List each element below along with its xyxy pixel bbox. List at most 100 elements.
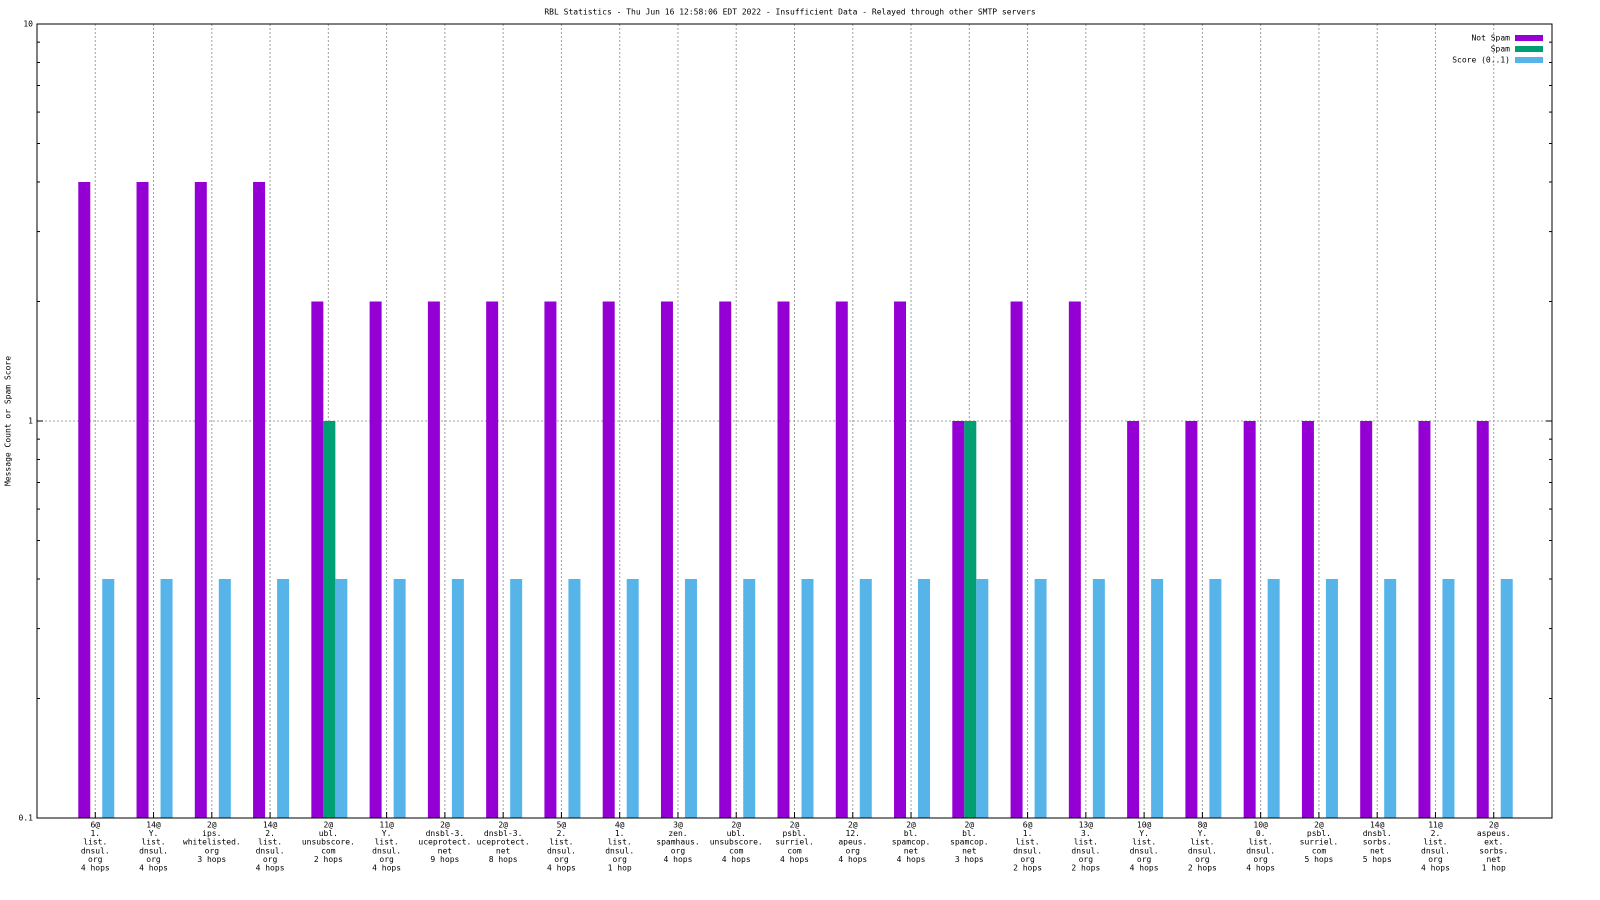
x-tick-label: 13@	[1079, 821, 1094, 830]
x-tick-label: 4 hops	[664, 855, 693, 864]
bar	[602, 301, 615, 818]
x-tick-label: sorbs.	[1363, 838, 1392, 847]
x-tick-label: surriel.	[775, 838, 814, 847]
x-tick-label: 4 hops	[256, 864, 285, 873]
x-tick-label: 2 hops	[1188, 864, 1217, 873]
x-tick-label: 4@	[615, 821, 625, 830]
bar	[323, 421, 336, 818]
bar	[1476, 421, 1489, 818]
y-tick-label: 1	[28, 417, 33, 426]
bar	[1127, 421, 1140, 818]
x-tick-label: uceprotect.	[418, 838, 471, 847]
x-tick-label: psbl.	[782, 829, 806, 838]
x-tick-label: unsubscore.	[302, 838, 355, 847]
x-tick-label: bl.	[904, 829, 918, 838]
bar	[1185, 421, 1198, 818]
x-tick-label: net	[1370, 846, 1385, 855]
x-tick-label: 4 hops	[1421, 864, 1450, 873]
x-tick-label: 1 hop	[608, 864, 632, 873]
x-tick-label: list.	[141, 838, 165, 847]
x-tick-label: list.	[1423, 838, 1447, 847]
x-tick-label: 2 hops	[1071, 864, 1100, 873]
x-tick-label: net	[962, 846, 977, 855]
x-tick-label: list.	[1249, 838, 1273, 847]
x-tick-label: whitelisted.	[183, 838, 241, 847]
y-tick-label: 10	[23, 20, 33, 29]
x-tick-label: Y.	[1139, 829, 1149, 838]
x-tick-label: dnsul.	[1013, 846, 1042, 855]
x-tick-label: dnsbl-3.	[484, 829, 523, 838]
x-tick-label: 3@	[673, 821, 683, 830]
bar	[1092, 578, 1105, 818]
x-tick-label: list.	[375, 838, 399, 847]
x-tick-label: 1.	[90, 829, 100, 838]
x-tick-label: dnsbl-3.	[426, 829, 465, 838]
bar	[684, 578, 697, 818]
x-tick-label: 3.	[1081, 829, 1091, 838]
x-tick-label: ubl.	[727, 829, 746, 838]
x-tick-label: 1 hop	[1482, 864, 1506, 873]
x-tick-label: 2@	[790, 821, 800, 830]
x-tick-label: 6@	[1023, 821, 1033, 830]
x-tick-label: dnsul.	[605, 846, 634, 855]
x-tick-label: org	[1079, 855, 1094, 864]
x-tick-label: 8 hops	[489, 855, 518, 864]
bar	[544, 301, 557, 818]
chart-title: RBL Statistics - Thu Jun 16 12:58:06 EDT…	[544, 8, 1035, 17]
x-tick-label: uceprotect.	[477, 838, 530, 847]
bar	[1209, 578, 1222, 818]
x-tick-label: list.	[1016, 838, 1040, 847]
y-axis-label: Message Count or Spam Score	[4, 356, 13, 486]
x-tick-label: 4 hops	[1246, 864, 1275, 873]
bar	[427, 301, 440, 818]
bar	[801, 578, 814, 818]
x-tick-label: spamhaus.	[656, 838, 699, 847]
x-tick-label: com	[729, 846, 744, 855]
x-tick-label: net	[438, 846, 453, 855]
x-tick-label: dnsul.	[547, 846, 576, 855]
x-tick-label: ubl.	[319, 829, 338, 838]
x-tick-label: dnsul.	[81, 846, 110, 855]
x-tick-label: 2@	[207, 821, 217, 830]
x-tick-label: org	[671, 846, 686, 855]
bar	[859, 578, 872, 818]
x-tick-label: org	[379, 855, 394, 864]
x-tick-label: apeus.	[838, 838, 867, 847]
x-tick-label: org	[1137, 855, 1152, 864]
x-tick-label: 4 hops	[897, 855, 926, 864]
x-tick-label: Y.	[149, 829, 159, 838]
x-tick-label: 2.	[265, 829, 275, 838]
legend-label: Not Spam	[1471, 34, 1510, 43]
x-tick-label: ext.	[1484, 838, 1503, 847]
bar	[835, 301, 848, 818]
bar	[660, 301, 673, 818]
x-tick-label: dnsul.	[1130, 846, 1159, 855]
x-tick-label: list.	[1074, 838, 1098, 847]
x-tick-label: 1.	[615, 829, 625, 838]
bar	[1418, 421, 1431, 818]
bar	[568, 578, 581, 818]
bar	[1325, 578, 1338, 818]
x-tick-label: org	[1195, 855, 1210, 864]
x-tick-label: com	[321, 846, 336, 855]
legend-label: Spam	[1491, 45, 1510, 54]
bar	[277, 578, 290, 818]
bar	[952, 421, 965, 818]
x-tick-label: net	[1487, 855, 1502, 864]
bar	[1151, 578, 1164, 818]
x-tick-label: 2 hops	[314, 855, 343, 864]
bar	[777, 301, 790, 818]
x-tick-label: 4 hops	[722, 855, 751, 864]
x-tick-label: dnsul.	[1071, 846, 1100, 855]
x-tick-label: org	[1428, 855, 1443, 864]
x-tick-label: org	[88, 855, 103, 864]
x-tick-label: 4 hops	[547, 864, 576, 873]
x-tick-label: 14@	[146, 821, 161, 830]
x-tick-label: 5@	[557, 821, 567, 830]
x-tick-label: dnsul.	[256, 846, 285, 855]
bar	[1243, 421, 1256, 818]
x-tick-label: 2.	[557, 829, 567, 838]
x-tick-label: 4 hops	[139, 864, 168, 873]
x-tick-label: spamcop.	[950, 838, 989, 847]
